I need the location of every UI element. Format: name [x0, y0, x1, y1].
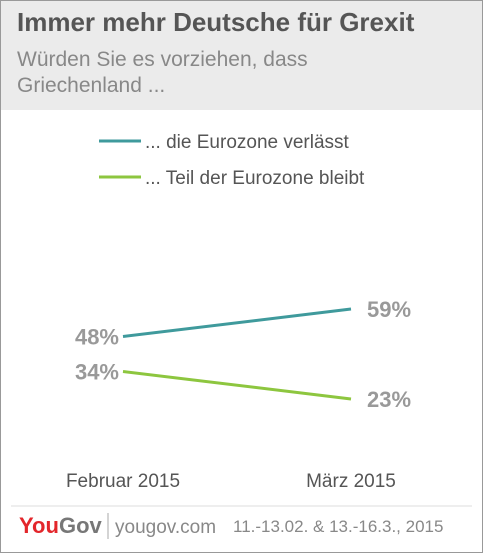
value-label: 34%: [75, 360, 119, 385]
value-label: 23%: [367, 387, 411, 412]
footer-site: yougov.com: [115, 517, 216, 538]
logo-you: You: [19, 513, 59, 538]
x-tick-label: März 2015: [306, 471, 396, 492]
chart-title: Immer mehr Deutsche für Grexit: [17, 7, 415, 37]
value-label: 59%: [367, 297, 411, 322]
legend-label: ... Teil der Eurozone bleibt: [145, 168, 365, 189]
line: [122, 370, 352, 401]
logo-gov: Gov: [59, 513, 103, 538]
value-label: 48%: [75, 325, 119, 350]
chart-subtitle: Würden Sie es vorziehen, dass Griechenla…: [17, 48, 308, 97]
footer-dates: 11.-13.02. & 13.-16.3., 2015: [233, 517, 443, 536]
legend-label: ... die Eurozone verlässt: [145, 132, 350, 153]
header: Immer mehr Deutsche für Grexit Würden Si…: [1, 1, 482, 110]
line: [122, 307, 352, 338]
x-tick-label: Februar 2015: [66, 471, 180, 492]
